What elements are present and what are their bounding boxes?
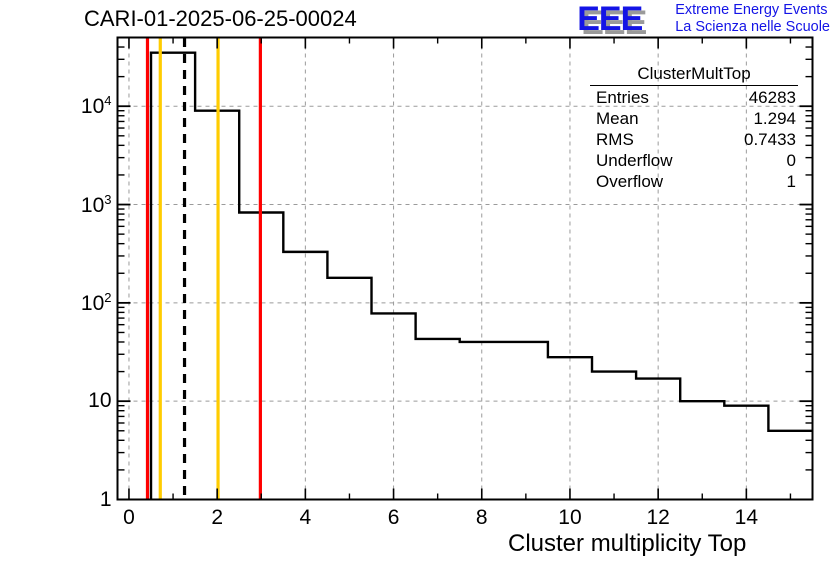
x-tick-label: 12 (646, 505, 670, 529)
stats-row: Underflow 0 (590, 150, 798, 171)
eee-logo-line2: La Scienza nelle Scuole (675, 19, 830, 35)
stats-row-value: 0.7433 (744, 130, 796, 149)
stats-row-value: 1 (786, 172, 796, 191)
page-title: CARI-01-2025-06-25-00024 (84, 6, 357, 31)
y-tick-label: 1 (99, 487, 112, 511)
eee-logo: EEE EEE Extreme Energy Events La Scienza… (577, 0, 830, 40)
y-tick-label: 104 (80, 93, 112, 119)
stats-row-value: 1.294 (753, 109, 796, 128)
stats-row: Entries 46283 (590, 87, 798, 108)
x-tick-label: 4 (299, 505, 312, 529)
x-axis-title: Cluster multiplicity Top (508, 530, 747, 557)
x-tick-label: 2 (211, 505, 223, 529)
y-tick-label: 10 (88, 389, 112, 413)
stats-row-label: Overflow (596, 172, 664, 191)
stats-rows: Entries 46283 Mean 1.294 RMS 0.7433 Underflow 0… (590, 87, 798, 192)
stats-row-value: 46283 (748, 88, 796, 107)
y-tick-label: 102 (80, 289, 112, 315)
eee-logo-line1: Extreme Energy Events (675, 2, 828, 18)
stats-row-label: Mean (596, 109, 639, 128)
x-tick-label: 10 (558, 505, 582, 529)
stats-title: ClusterMultTop (590, 64, 798, 86)
histogram-outline (149, 51, 813, 500)
eee-logo-mark: EEE EEE (577, 0, 669, 40)
stats-row-value: 0 (786, 151, 796, 170)
eee-logo-text: Extreme Energy Events La Scienza nelle S… (675, 2, 830, 36)
stats-box: ClusterMultTop Entries 46283 Mean 1.294 RMS 0… (590, 64, 798, 192)
x-tick-label: 14 (734, 505, 759, 529)
x-tick-label: 6 (387, 505, 400, 529)
y-tick-label: 103 (80, 191, 112, 217)
x-tick-label: 0 (123, 505, 135, 529)
eee-logo-mark-shadow: EEE (581, 4, 647, 42)
stats-row-label: RMS (596, 130, 634, 149)
x-tick-label: 8 (475, 505, 488, 529)
stats-row-label: Underflow (596, 151, 673, 170)
plot-frame (116, 36, 814, 501)
plot-background (117, 37, 813, 500)
stats-row-label: Entries (596, 88, 649, 107)
eee-logo-mark-front: EEE (577, 0, 643, 38)
stats-row: Overflow 1 (590, 171, 798, 192)
stats-row: Mean 1.294 (590, 108, 798, 129)
stats-row: RMS 0.7433 (590, 129, 798, 150)
